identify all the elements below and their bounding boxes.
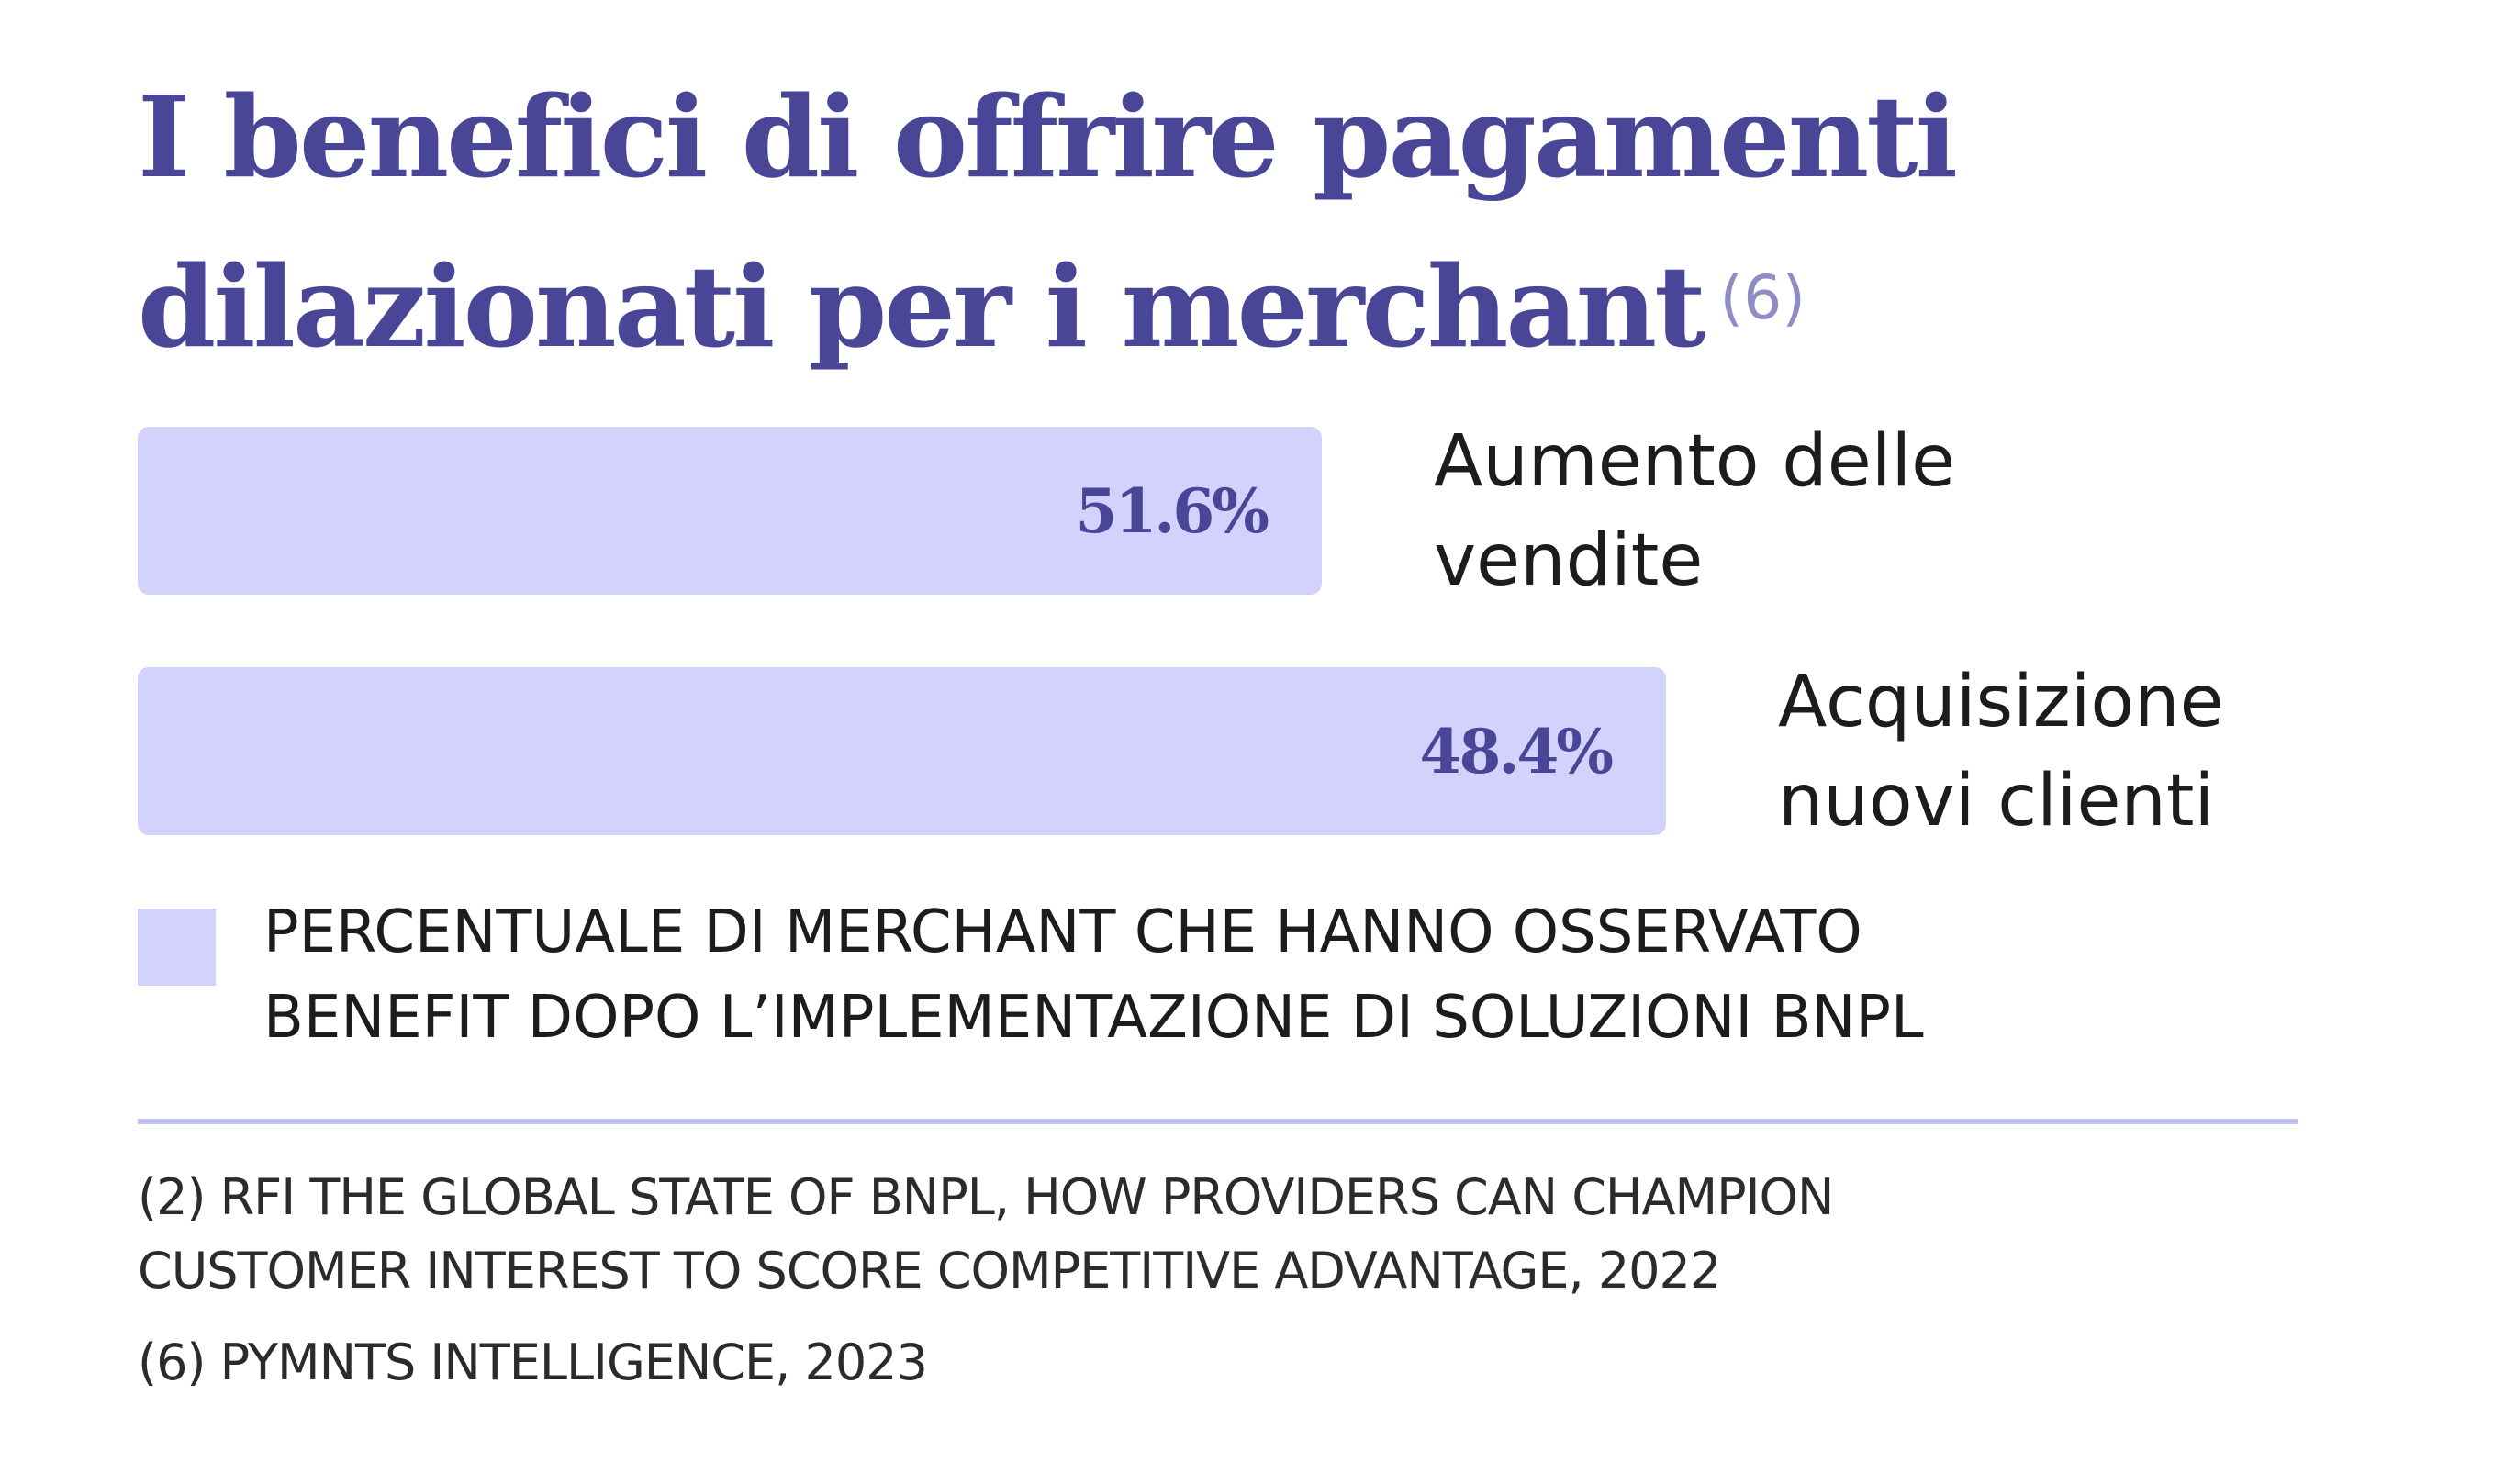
title-footnote-reference: (6) <box>1719 262 1806 333</box>
legend-label-line: BENEFIT DOPO L’IMPLEMENTAZIONE DI SOLUZI… <box>263 984 1924 1052</box>
chart-title-line-2: dilazionati per i merchant <box>138 240 1706 373</box>
bar-value-label: 51.6% <box>1075 474 1269 547</box>
bar-value-label: 48.4% <box>1419 715 1614 787</box>
category-label-acquisizione-nuovi-clienti: Acquisizione nuovi clienti <box>1778 653 2224 851</box>
legend-swatch <box>138 909 216 986</box>
footnote-6: (6) PYMNTS INTELLIGENCE, 2023 <box>138 1326 1833 1400</box>
legend-label: PERCENTUALE DI MERCHANT CHE HANNO OSSERV… <box>263 890 2375 1061</box>
footnote-line: (6) PYMNTS INTELLIGENCE, 2023 <box>138 1333 928 1391</box>
chart-title-line-1: I benefici di offrire pagamenti <box>138 71 1958 203</box>
category-label-line: nuovi clienti <box>1778 759 2215 842</box>
footnote-line: CUSTOMER INTEREST TO SCORE COMPETITIVE A… <box>138 1242 1721 1300</box>
divider <box>138 1119 2298 1124</box>
footnotes: (2) RFI THE GLOBAL STATE OF BNPL, HOW PR… <box>138 1161 1834 1400</box>
chart-title: I benefici di offrire pagamenti dilazion… <box>138 57 2387 387</box>
bar-acquisizione-nuovi-clienti: 48.4% <box>138 667 1666 835</box>
bar-aumento-delle-vendite: 51.6% <box>138 427 1322 595</box>
category-label-line: Aumento delle <box>1434 419 1956 503</box>
footnote-line: (2) RFI THE GLOBAL STATE OF BNPL, HOW PR… <box>138 1168 1834 1226</box>
footnote-2: (2) RFI THE GLOBAL STATE OF BNPL, HOW PR… <box>138 1161 1834 1308</box>
category-label-line: vendite <box>1434 519 1704 602</box>
legend-label-line: PERCENTUALE DI MERCHANT CHE HANNO OSSERV… <box>263 898 1862 966</box>
category-label-aumento-delle-vendite: Aumento delle vendite <box>1434 412 1955 610</box>
category-label-line: Acquisizione <box>1778 660 2224 743</box>
